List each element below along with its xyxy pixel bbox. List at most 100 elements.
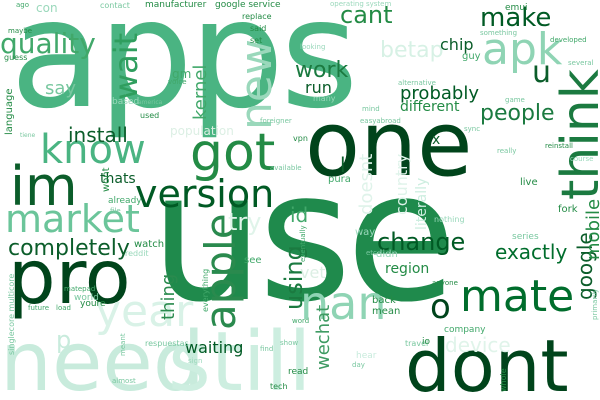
word-l: l [340, 153, 346, 177]
word-company: company [444, 325, 486, 335]
word-etc: etc [366, 249, 377, 257]
word-world: world [74, 293, 99, 303]
word-hear: hear [356, 351, 377, 361]
word-reddit: reddit [125, 249, 149, 258]
word-replace: replace [242, 12, 272, 21]
word-see: see [244, 255, 262, 266]
word-contact: contact [100, 1, 130, 10]
word-word: word [292, 317, 310, 325]
word-read: read [288, 367, 309, 377]
word-language: language [4, 88, 15, 135]
word-foreigner: foreigner [260, 117, 292, 125]
word-use: use [150, 133, 457, 342]
word-mind: mind [362, 105, 380, 113]
word-based: based [112, 97, 140, 107]
word-available: available [270, 164, 302, 172]
word-tiene: tiene [20, 132, 36, 139]
word-sign: sign [188, 357, 203, 365]
word-america: america [138, 99, 163, 106]
word-country: country [392, 153, 411, 215]
word-version: version [135, 172, 275, 216]
word-maybe: maybe [8, 27, 33, 35]
word-mate: mate [460, 271, 575, 322]
word-something: something [480, 29, 518, 37]
word-vpn: vpn [293, 134, 308, 143]
word-matepad: matepad [64, 285, 96, 293]
word-future: future [28, 304, 50, 312]
word-say: say [45, 78, 77, 99]
word-different: different [400, 99, 460, 115]
word-region: region [385, 261, 430, 277]
word-probably: probably [400, 83, 479, 104]
word-respuestas: respuestas [145, 339, 189, 348]
word-find: find [260, 345, 274, 353]
word-chip: chip [440, 35, 474, 54]
word-guess: guess [4, 53, 28, 62]
word-many: many [313, 94, 336, 103]
word-used: used [140, 111, 160, 120]
word-pro: pro [8, 233, 131, 321]
word-cant: cant [340, 1, 393, 29]
word-set: set [250, 36, 263, 45]
word-apk: apk [482, 24, 563, 75]
word-said: said [250, 24, 267, 33]
word-reinstall: reinstall [545, 142, 573, 150]
word-really: really [497, 147, 517, 155]
word-apps: apps [10, 0, 358, 142]
word-course: course [570, 155, 594, 163]
word-mean: mean [372, 306, 401, 317]
word-singlecore-multicore: singlecore multicore [7, 273, 16, 355]
word-nan: nan [300, 276, 387, 330]
word-thats: thats [100, 171, 136, 187]
word-change: change [377, 228, 466, 256]
word-con: con [36, 1, 58, 15]
word-developed: developed [550, 36, 587, 44]
word-nothing: nothing [434, 215, 465, 224]
word-kernel: kernel [190, 64, 211, 120]
word-quality: quality [0, 27, 96, 60]
word-manufacturer: manufacturer [145, 0, 207, 10]
word-year: year [95, 286, 194, 337]
word-file: file [110, 207, 121, 215]
word-looking: looking [300, 43, 326, 51]
word-several: several [568, 59, 594, 67]
word-youre: youre [80, 299, 106, 309]
word-guy: guy [462, 51, 481, 62]
word-betap: betap [380, 38, 444, 63]
word-primarily: primarily [591, 288, 599, 320]
word-device: device [445, 333, 511, 357]
word-load: load [56, 304, 71, 312]
word-x: x [432, 132, 441, 148]
word-voice: voice [168, 78, 187, 86]
word-ago: ago [16, 1, 30, 9]
word-completely: completely [8, 236, 130, 261]
word-wont: wont [101, 167, 112, 192]
word-wait: wait [107, 32, 145, 100]
word-alternative: alternative [398, 79, 436, 87]
word-tech: tech [270, 382, 288, 391]
word-gm: gm [172, 67, 192, 81]
word-anyone: anyone [432, 279, 458, 287]
word-already: already [108, 196, 142, 206]
word-everything: everything [201, 268, 210, 312]
word-doesnt: doesnt [356, 153, 377, 215]
word-try: try [228, 208, 262, 236]
word-game: game [505, 96, 525, 104]
word-u: u [532, 55, 552, 90]
word-make: make [480, 3, 552, 33]
word-almost: almost [112, 377, 136, 385]
word-think: think [551, 69, 600, 200]
word-whole: whole [499, 368, 508, 392]
word-need: need [0, 315, 205, 400]
word-run: run [305, 78, 332, 97]
word-wechat: wechat [313, 304, 334, 370]
word-sync: sync [464, 125, 481, 133]
word-eventually: eventually [299, 225, 307, 262]
word-easyabroad: easyabroad [360, 117, 401, 125]
word-literally: literally [414, 177, 430, 230]
word-fork: fork [558, 204, 578, 215]
word-population: population [170, 124, 234, 138]
word-one: one [305, 92, 473, 197]
word-people: people [480, 101, 555, 126]
